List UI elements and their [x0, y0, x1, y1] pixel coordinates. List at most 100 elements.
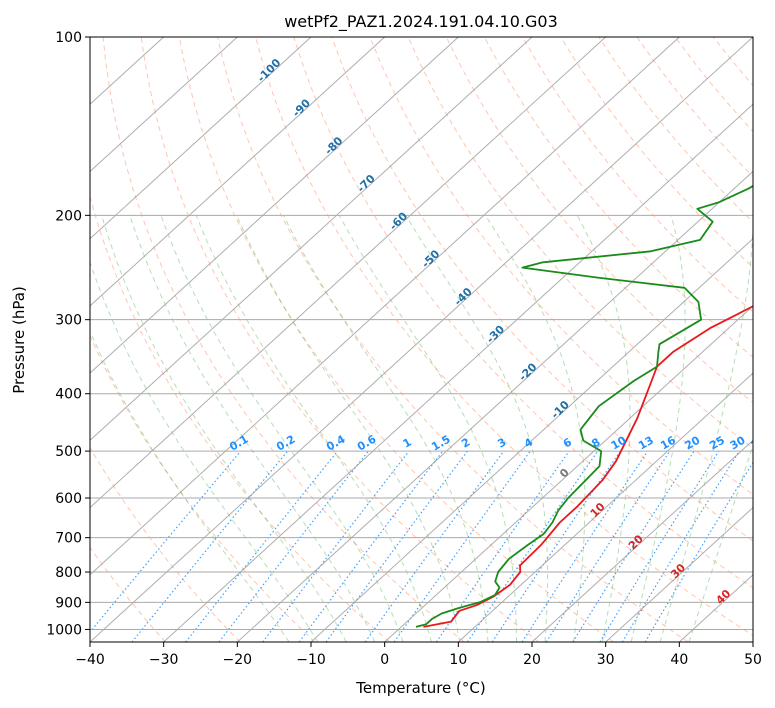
y-tick-label: 100 — [55, 30, 82, 46]
dry-adiabat — [217, 37, 689, 642]
dry-adiabat — [369, 37, 753, 495]
mixing-ratio-line — [644, 461, 753, 642]
dry-adiabat — [90, 334, 316, 642]
dry-adiabat — [445, 37, 753, 404]
x-tick-label: −40 — [75, 652, 105, 668]
moist-adiabat — [160, 215, 404, 642]
dry-adiabat-label: -70 — [355, 172, 378, 195]
isotherm — [90, 37, 533, 442]
dry-adiabat-label: -100 — [255, 56, 284, 85]
mixing-ratio-label: 0.6 — [355, 432, 379, 453]
moist-adiabat — [485, 215, 586, 642]
moist-adiabat — [659, 215, 753, 642]
mixing-ratio-line — [621, 450, 740, 642]
dry-adiabat — [522, 37, 753, 313]
dry-adiabat-label: -80 — [322, 134, 345, 157]
isotherm — [236, 170, 753, 642]
isotherm — [457, 372, 753, 642]
y-tick-label: 900 — [55, 595, 82, 611]
mixing-ratio-label: 36 — [748, 433, 768, 452]
x-tick-label: 20 — [523, 652, 541, 668]
moist-adiabat-label: 30 — [668, 561, 688, 581]
dry-adiabat-label: -60 — [387, 209, 410, 232]
dry-adiabat — [750, 37, 753, 40]
dewpoint-profile-line — [415, 184, 753, 628]
x-tick-label: −30 — [149, 652, 179, 668]
x-axis-label: Temperature (°C) — [355, 679, 485, 697]
isotherm — [90, 37, 238, 173]
x-tick-label: −10 — [296, 652, 326, 668]
mixing-ratio-label: 13 — [636, 434, 656, 453]
isotherm — [310, 237, 753, 642]
mixing-ratio-line — [364, 450, 505, 642]
x-tick-label: 40 — [670, 652, 688, 668]
mixing-ratio-line — [131, 450, 289, 642]
y-tick-label: 1000 — [46, 622, 82, 638]
dry-adiabat — [712, 37, 753, 87]
moist-adiabat — [688, 443, 753, 642]
y-axis-label: Pressure (hPa) — [10, 286, 28, 394]
moist-adiabat — [90, 260, 319, 642]
y-tick-label: 700 — [55, 531, 82, 547]
isotherm — [90, 37, 607, 509]
mixing-ratio-label: 0.1 — [227, 433, 250, 454]
dry-adiabat — [331, 37, 753, 542]
mixing-ratio-label: 0.2 — [274, 433, 297, 454]
moist-adiabat — [283, 215, 489, 642]
plot-frame — [89, 36, 754, 643]
mixing-ratio-label: 25 — [707, 434, 727, 453]
dry-adiabat — [255, 37, 753, 637]
mixing-ratio-label: 1 — [401, 436, 414, 451]
moist-adiabat — [630, 215, 686, 642]
moist-adiabat — [90, 329, 290, 642]
mixing-ratio-line — [298, 450, 444, 642]
mixing-ratio-line — [572, 450, 695, 642]
y-tick-label: 400 — [55, 387, 82, 403]
mixing-ratio-line — [325, 450, 468, 642]
mixing-ratio-label: 30 — [728, 433, 748, 452]
dry-adiabat-label: -10 — [549, 398, 572, 421]
moist-adiabat — [101, 215, 347, 642]
isotherm — [90, 37, 312, 240]
isotherm — [163, 103, 753, 642]
y-tick-label: 600 — [55, 491, 82, 507]
isotherm — [605, 506, 753, 642]
moist-adiabat — [195, 215, 432, 642]
mixing-ratio-label: 20 — [683, 433, 703, 452]
mixing-ratio-label: 10 — [609, 433, 629, 452]
temperature-profile-line — [423, 305, 753, 628]
mixing-ratio-line — [90, 450, 242, 633]
moist-adiabat — [129, 215, 376, 642]
x-tick-label: 0 — [380, 652, 389, 668]
dry-adiabat-label: -30 — [484, 323, 507, 346]
mixing-ratio-label: 2 — [459, 436, 472, 451]
y-tick-label: 800 — [55, 565, 82, 581]
mixing-ratio-line — [491, 450, 621, 642]
mixing-ratio-line — [185, 450, 339, 642]
x-tick-label: −20 — [223, 652, 253, 668]
mixing-ratio-label: 1.5 — [429, 433, 452, 454]
isotherm — [531, 439, 753, 642]
dry-adiabat-label: -50 — [419, 247, 442, 270]
isotherm — [90, 37, 753, 642]
series-layer — [415, 184, 753, 628]
moist-adiabat-label: 40 — [713, 587, 733, 607]
y-tick-label: 300 — [55, 313, 82, 329]
dry-adiabat — [102, 37, 465, 642]
isotherm — [90, 37, 459, 374]
mixing-ratio-line — [435, 450, 570, 642]
dry-adiabat — [90, 546, 166, 642]
dry-adiabat — [90, 446, 241, 642]
mixing-ratio-line — [466, 450, 599, 642]
mixing-ratio-line — [218, 450, 369, 642]
x-tick-label: 10 — [449, 652, 467, 668]
dry-adiabat — [178, 37, 614, 642]
moist-adiabat-label: 10 — [588, 500, 608, 520]
isotherm — [752, 641, 753, 642]
dry-adiabat — [636, 37, 753, 178]
mixing-ratio-line — [521, 450, 649, 642]
mixing-ratio-line — [599, 450, 720, 642]
mixing-ratio-line — [262, 450, 410, 642]
isotherm — [384, 305, 753, 642]
